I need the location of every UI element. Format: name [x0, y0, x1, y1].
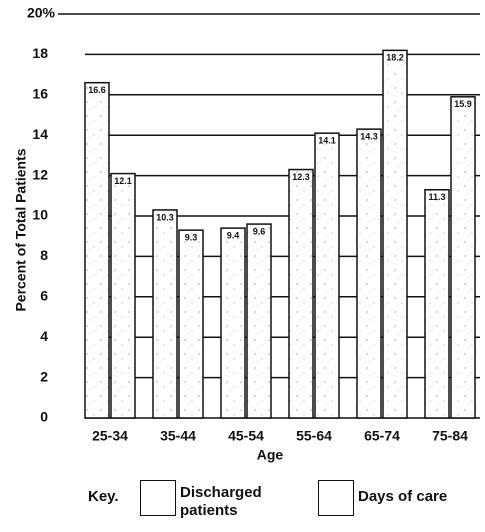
value-label: 15.9	[454, 99, 472, 109]
y-tick-label: 10	[32, 207, 48, 223]
value-label: 14.1	[318, 136, 336, 146]
bar	[450, 96, 476, 419]
value-label: 11.3	[428, 192, 445, 202]
value-label: 10.3	[156, 212, 174, 222]
y-tick-label: 18	[32, 45, 48, 61]
legend-swatch	[318, 480, 354, 516]
y-tick-label: 12	[32, 166, 48, 182]
x-axis-label: Age	[257, 447, 284, 463]
y-tick-label: 8	[40, 247, 48, 263]
x-tick-label: 45-54	[228, 428, 264, 444]
chart: Percent of Total Patients Age 0 2 4 6 8 10 12 1…	[13, 5, 480, 463]
legend-label: Discharged patients	[180, 484, 262, 519]
legend-swatch	[140, 480, 176, 516]
bar	[382, 49, 408, 419]
y-tick-label: 4	[40, 328, 48, 344]
y-tick-label: 0	[40, 409, 48, 425]
value-label: 16.6	[88, 85, 106, 95]
bar	[356, 128, 382, 419]
value-label: 9.6	[253, 226, 266, 236]
value-label: 9.4	[227, 230, 240, 240]
bar	[314, 132, 340, 419]
x-tick-label: 35-44	[160, 428, 196, 444]
bar	[84, 81, 110, 419]
bar	[288, 168, 314, 419]
value-label: 12.3	[292, 172, 310, 182]
y-tick-label: 16	[32, 86, 48, 102]
x-tick-label: 75-84	[432, 428, 468, 444]
y-axis-label: Percent of Total Patients	[13, 148, 29, 311]
bar	[178, 229, 204, 419]
x-tick-label: 55-64	[296, 428, 332, 444]
bar	[220, 227, 246, 419]
legend-title: Key.	[88, 488, 119, 505]
y-tick-label: 14	[32, 126, 48, 142]
x-tick-label: 25-34	[92, 428, 128, 444]
y-tick-label: 6	[40, 288, 48, 304]
x-tick-label: 65-74	[364, 428, 400, 444]
value-label: 12.1	[114, 176, 132, 186]
value-label: 18.2	[386, 53, 404, 63]
bar	[152, 209, 178, 419]
bar	[246, 223, 272, 419]
y-tick-label: 20%	[27, 5, 56, 21]
y-tick-label: 2	[40, 368, 48, 384]
value-label: 9.3	[185, 233, 198, 243]
value-label: 14.3	[360, 132, 378, 142]
bar	[110, 172, 136, 419]
legend-label: Days of care	[358, 488, 448, 505]
bar	[424, 188, 450, 419]
